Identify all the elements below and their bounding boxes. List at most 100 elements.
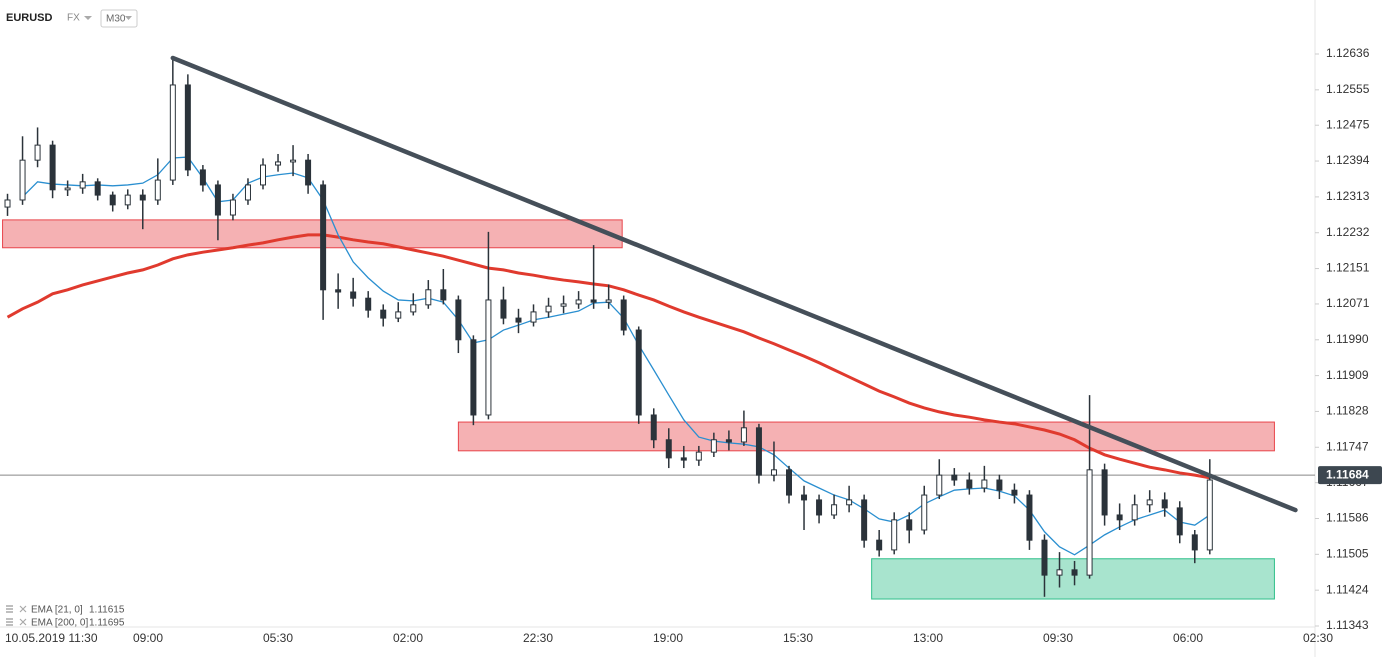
- legend-name: EMA [21, 0]: [31, 605, 83, 616]
- trendline: [170, 55, 1298, 513]
- candle-body: [515, 317, 522, 323]
- candle-body: [786, 469, 792, 496]
- candle-body: [455, 299, 462, 341]
- symbol: EURUSD: [6, 12, 53, 24]
- candle-body: [290, 159, 297, 163]
- y-tick-label: 1.12151: [1326, 261, 1370, 275]
- candle-body: [275, 161, 282, 166]
- interval-selector[interactable]: M30: [100, 9, 138, 28]
- legend-icon: [6, 605, 13, 613]
- y-tick-label: 1.12636: [1326, 46, 1370, 60]
- candle-body: [154, 179, 161, 201]
- candle-body: [1191, 534, 1198, 551]
- zone: [457, 421, 1275, 452]
- candle-body: [801, 494, 808, 501]
- x-tick-label: 02:30: [1303, 631, 1333, 645]
- candle-body: [94, 181, 101, 196]
- x-tick-label: 09:30: [1043, 631, 1073, 645]
- candle-body: [665, 439, 672, 459]
- x-tick-label: 13:00: [913, 631, 943, 645]
- interval: M30: [106, 14, 126, 25]
- candle-body: [1056, 569, 1063, 576]
- dropdown-arrow: [84, 16, 92, 20]
- candle-body: [395, 311, 402, 319]
- candle-body: [936, 474, 943, 496]
- x-tick-label: 19:00: [653, 631, 683, 645]
- candle-body: [620, 299, 627, 331]
- candle-body: [695, 451, 702, 461]
- interval-box: [100, 9, 138, 28]
- candle-body: [981, 479, 988, 489]
- candle-body: [605, 299, 612, 303]
- x-tick-label: 05:30: [263, 631, 293, 645]
- candle-body: [710, 439, 717, 453]
- candle-body: [425, 289, 432, 306]
- candle-body: [530, 311, 537, 323]
- candle-body: [545, 305, 552, 313]
- candle-body: [1176, 507, 1183, 536]
- legend-name: EMA [200, 0]: [31, 618, 88, 629]
- candle-body: [19, 159, 26, 201]
- x-tick-label: 15:30: [783, 631, 813, 645]
- y-tick-label: 1.11828: [1326, 404, 1369, 418]
- x-tick-label: 09:00: [133, 631, 163, 645]
- candle-body: [590, 299, 597, 303]
- candle-body: [1011, 489, 1018, 496]
- y-tick-label: 1.11424: [1326, 582, 1369, 596]
- x-tick-label: 06:00: [1173, 631, 1203, 645]
- candle-body: [244, 184, 251, 201]
- candle-body: [350, 291, 357, 299]
- dropdown-arrow: [125, 16, 132, 20]
- candle-body: [725, 439, 732, 443]
- candle-body: [996, 479, 1003, 491]
- candle-body: [575, 299, 582, 305]
- candle-body: [229, 199, 236, 216]
- candle-body: [1101, 469, 1108, 516]
- candle-body: [1086, 469, 1093, 576]
- candle-body: [891, 519, 898, 551]
- candle-body: [1026, 494, 1033, 541]
- y-tick-label: 1.11343: [1326, 618, 1369, 632]
- candle-body: [1041, 539, 1048, 576]
- candle-body: [124, 194, 131, 206]
- zone: [871, 558, 1275, 600]
- market-selector[interactable]: FX: [67, 13, 92, 24]
- y-tick-label: 1.11505: [1326, 547, 1369, 561]
- candle-body: [1116, 514, 1123, 521]
- legend-remove: [19, 618, 27, 626]
- candle-body: [79, 181, 86, 189]
- candle-body: [34, 144, 41, 161]
- legend-value: 1.11695: [89, 618, 125, 629]
- price-label-box: [1318, 466, 1382, 485]
- y-tick-label: 1.11909: [1326, 368, 1369, 382]
- candle-body: [214, 184, 221, 216]
- candle-body: [921, 494, 928, 531]
- y-tick-label: 1.11586: [1326, 511, 1369, 525]
- candle-body: [1146, 499, 1153, 506]
- candle-body: [650, 414, 657, 441]
- y-tick-label: 1.12071: [1326, 296, 1370, 310]
- candle-body: [169, 84, 176, 181]
- x-tick-label: 22:30: [523, 631, 553, 645]
- candle-body: [380, 309, 387, 319]
- x-tick-label: 02:00: [393, 631, 423, 645]
- legend-remove: [19, 605, 27, 613]
- y-tick-label: 1.11990: [1326, 332, 1369, 346]
- candle-body: [770, 469, 777, 476]
- y-tick-label: 1.12475: [1326, 117, 1370, 131]
- candle-body: [846, 499, 853, 506]
- candle-body: [1161, 499, 1168, 509]
- candle-body: [199, 169, 206, 186]
- candle-body: [861, 499, 868, 541]
- candle-body: [365, 297, 372, 311]
- candle-body: [560, 303, 567, 307]
- candle-body: [139, 194, 146, 201]
- candle-body: [470, 339, 477, 416]
- market: FX: [67, 13, 80, 24]
- candle-body: [951, 474, 958, 481]
- price-label: 1.11684: [1326, 467, 1369, 481]
- candle-body: [184, 84, 191, 171]
- candle-body: [680, 457, 687, 461]
